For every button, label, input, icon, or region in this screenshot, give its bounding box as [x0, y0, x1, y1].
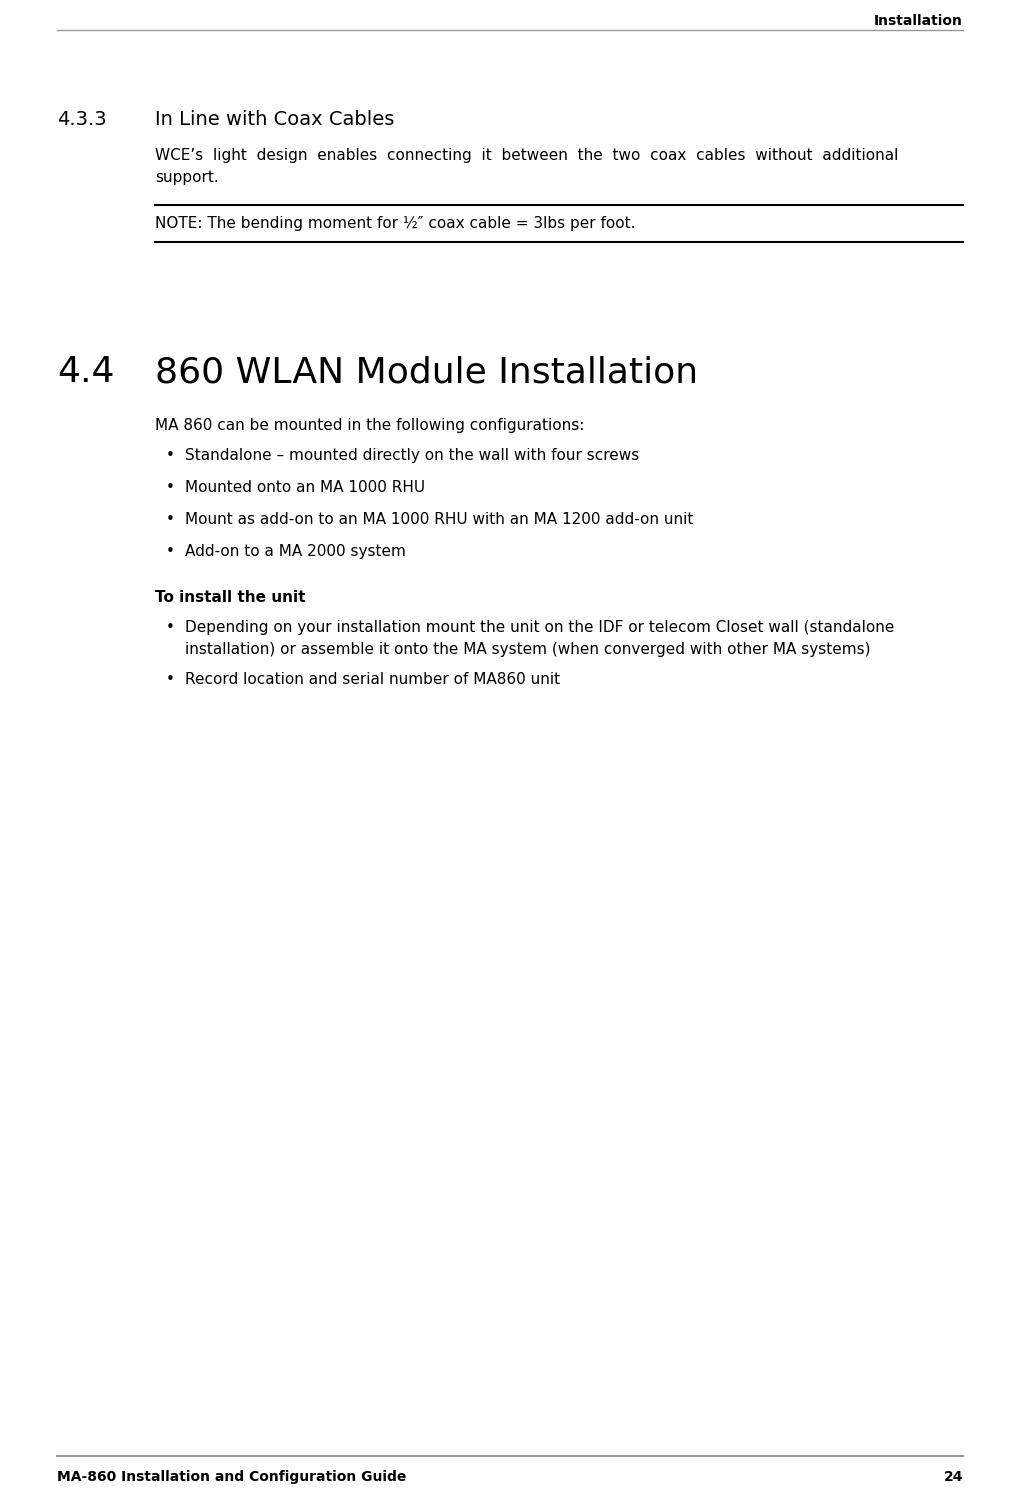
Text: Installation: Installation: [874, 13, 963, 28]
Text: •: •: [165, 619, 175, 634]
Text: 4.4: 4.4: [57, 355, 114, 389]
Text: Standalone – mounted directly on the wall with four screws: Standalone – mounted directly on the wal…: [185, 447, 639, 462]
Text: •: •: [165, 480, 175, 495]
Text: •: •: [165, 447, 175, 462]
Text: Depending on your installation mount the unit on the IDF or telecom Closet wall : Depending on your installation mount the…: [185, 619, 894, 634]
Text: •: •: [165, 672, 175, 687]
Text: support.: support.: [155, 171, 218, 186]
Text: 860 WLAN Module Installation: 860 WLAN Module Installation: [155, 355, 698, 389]
Text: MA 860 can be mounted in the following configurations:: MA 860 can be mounted in the following c…: [155, 417, 584, 432]
Text: •: •: [165, 512, 175, 527]
Text: WCE’s  light  design  enables  connecting  it  between  the  two  coax  cables  : WCE’s light design enables connecting it…: [155, 148, 898, 163]
Text: Mounted onto an MA 1000 RHU: Mounted onto an MA 1000 RHU: [185, 480, 425, 495]
Text: Add-on to a MA 2000 system: Add-on to a MA 2000 system: [185, 545, 406, 560]
Text: To install the unit: To install the unit: [155, 589, 305, 604]
Text: In Line with Coax Cables: In Line with Coax Cables: [155, 111, 394, 129]
Text: NOTE: The bending moment for ½″ coax cable = 3lbs per foot.: NOTE: The bending moment for ½″ coax cab…: [155, 215, 635, 230]
Text: Mount as add-on to an MA 1000 RHU with an MA 1200 add-on unit: Mount as add-on to an MA 1000 RHU with a…: [185, 512, 693, 527]
Text: 24: 24: [943, 1471, 963, 1484]
Text: MA-860 Installation and Configuration Guide: MA-860 Installation and Configuration Gu…: [57, 1471, 406, 1484]
Text: installation) or assemble it onto the MA system (when converged with other MA sy: installation) or assemble it onto the MA…: [185, 642, 871, 657]
Text: 4.3.3: 4.3.3: [57, 111, 106, 129]
Text: Record location and serial number of MA860 unit: Record location and serial number of MA8…: [185, 672, 561, 687]
Text: •: •: [165, 545, 175, 560]
